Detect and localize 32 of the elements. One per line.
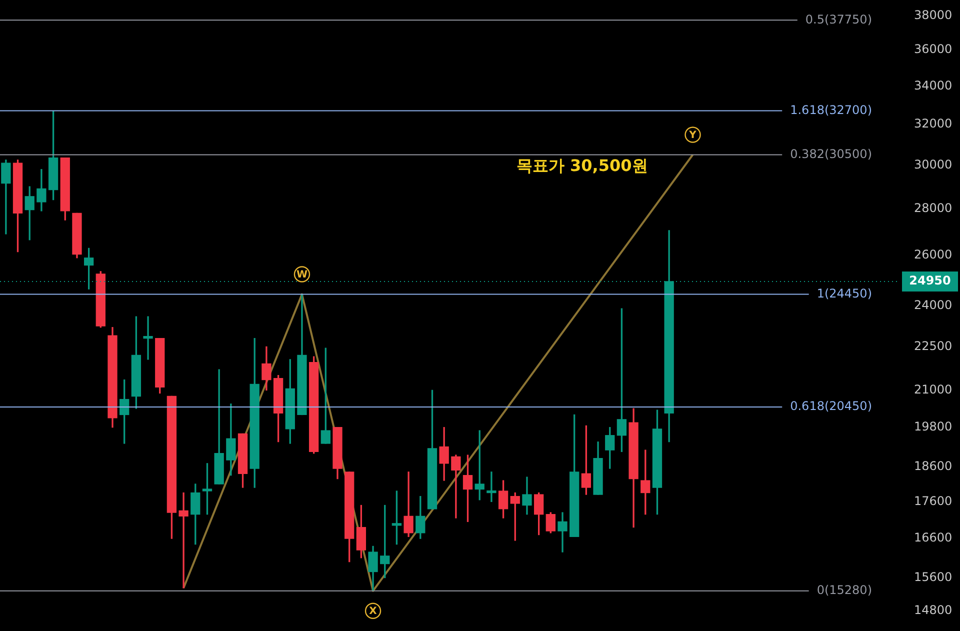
candlestick xyxy=(558,512,568,552)
y-tick-label: 28000 xyxy=(914,200,952,215)
candlestick xyxy=(178,492,188,588)
y-tick-label: 22500 xyxy=(914,338,952,353)
y-tick-label: 30000 xyxy=(914,157,952,172)
y-tick-label: 15600 xyxy=(914,570,952,584)
y-tick-label: 38000 xyxy=(914,8,952,22)
ref-line-label: 1.618(32700) xyxy=(790,102,872,117)
ref-line-label: 1(24450) xyxy=(816,286,872,300)
y-tick-label: 36000 xyxy=(914,42,952,56)
y-tick-label: 14800 xyxy=(914,603,952,618)
ref-line-label: 0.382(30500) xyxy=(790,146,872,161)
y-tick-label: 17600 xyxy=(914,494,952,508)
y-tick-label: 34000 xyxy=(914,78,952,92)
y-tick-label: 16600 xyxy=(914,530,952,545)
ref-line-label: 0(15280) xyxy=(816,582,872,597)
candlestick xyxy=(486,472,496,502)
y-tick-label: 19800 xyxy=(914,419,952,434)
annotation: X xyxy=(369,606,378,617)
y-tick-label: 32000 xyxy=(914,116,952,131)
y-tick-label: 18600 xyxy=(914,458,952,473)
annotation: Y xyxy=(688,130,698,141)
y-tick-label: 26000 xyxy=(914,248,952,262)
candlestick xyxy=(143,316,153,360)
candlestick xyxy=(451,454,461,518)
y-tick-label: 24000 xyxy=(914,298,952,312)
ref-line-label: 0.618(20450) xyxy=(790,399,872,414)
annotation: 목표가 30,500원 xyxy=(516,156,648,175)
annotation: W xyxy=(296,269,308,280)
ref-line-label: 24950 xyxy=(909,274,951,288)
ref-line-label: 0.5(37750) xyxy=(805,12,872,26)
y-tick-label: 21000 xyxy=(914,382,952,396)
